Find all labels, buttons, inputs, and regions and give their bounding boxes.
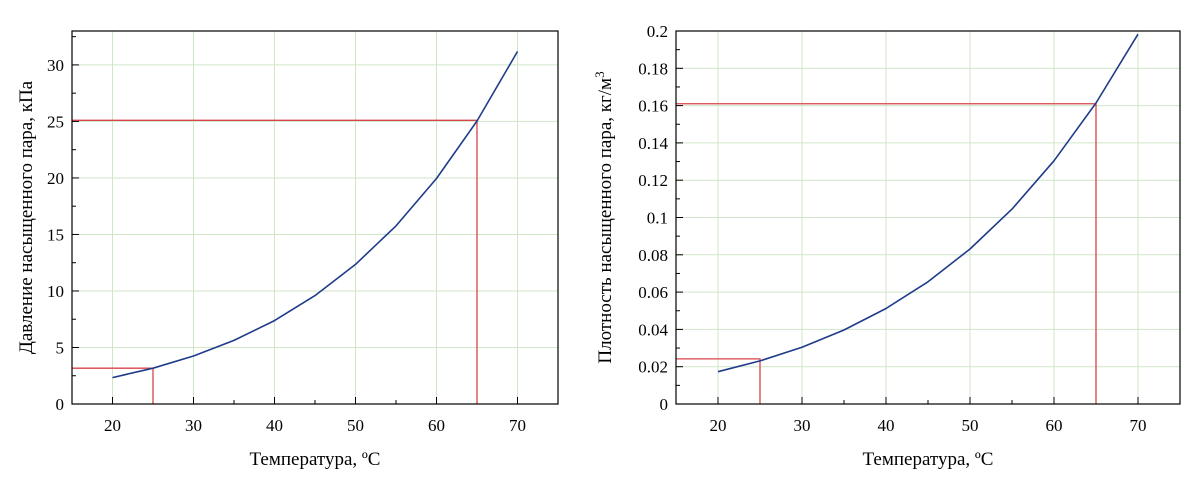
y-tick-label: 0.04 [638,320,668,339]
x-tick-label: 50 [347,416,364,435]
density-chart: 20 30 40 50 60 70 0 0.02 0.04 0.06 0.08 0.1 0.12 0.14… [592,22,1181,470]
x-tick-label: 30 [185,416,202,435]
y-tick-label: 0.08 [638,246,668,265]
y-tick-label: 0.2 [647,22,668,41]
plot-frame [675,30,1181,405]
y-tick-label: 20 [47,169,64,188]
y-tick-label: 0.14 [638,134,668,153]
x-tick-label: 60 [428,416,445,435]
y-tick-label: 5 [56,338,65,357]
y-tick-label: 15 [47,225,64,244]
y-tick-label: 0 [660,395,669,414]
y-tick-label: 30 [47,56,64,75]
y-tick-label: 25 [47,112,64,131]
y-tick-label: 10 [47,282,64,301]
x-tick-label: 70 [509,416,526,435]
x-tick-label: 20 [104,416,121,435]
x-axis-title: Температура, ºC [250,449,381,470]
x-tick-label: 60 [1046,416,1063,435]
y-tick-label: 0 [56,395,65,414]
x-axis-title: Температура, ºC [863,449,994,470]
guide-line [676,358,761,404]
x-tick-label: 70 [1130,416,1147,435]
y-tick-label: 0.02 [638,358,668,377]
plot-frame [71,30,559,405]
y-tick-label: 0.06 [638,283,668,302]
y-axis-title: Давление насыщенного пара, кПа [16,80,37,354]
y-tick-label: 0.18 [638,59,668,78]
y-tick-label: 0.16 [638,97,668,116]
x-tick-label: 40 [266,416,283,435]
y-axis-title-text: Плотность насыщенного пара, кг/м [595,78,616,364]
y-axis-title-text: Давление насыщенного пара, кПа [16,80,37,354]
x-tick-label: 20 [710,416,727,435]
x-tick-label: 50 [962,416,979,435]
y-axis-title-superscript: 3 [592,71,607,78]
x-tick-label: 30 [794,416,811,435]
series-line-density [717,33,1139,373]
y-axis-title: Плотность насыщенного пара, кг/м3 [592,71,616,363]
series-line-pressure [112,51,519,379]
pressure-chart: 20 30 40 50 60 70 0 5 10 15 20 25 30 Температура, ºC Д… [16,30,559,470]
y-tick-label: 0.1 [647,209,668,228]
x-tick-label: 40 [878,416,895,435]
y-tick-label: 0.12 [638,171,668,190]
